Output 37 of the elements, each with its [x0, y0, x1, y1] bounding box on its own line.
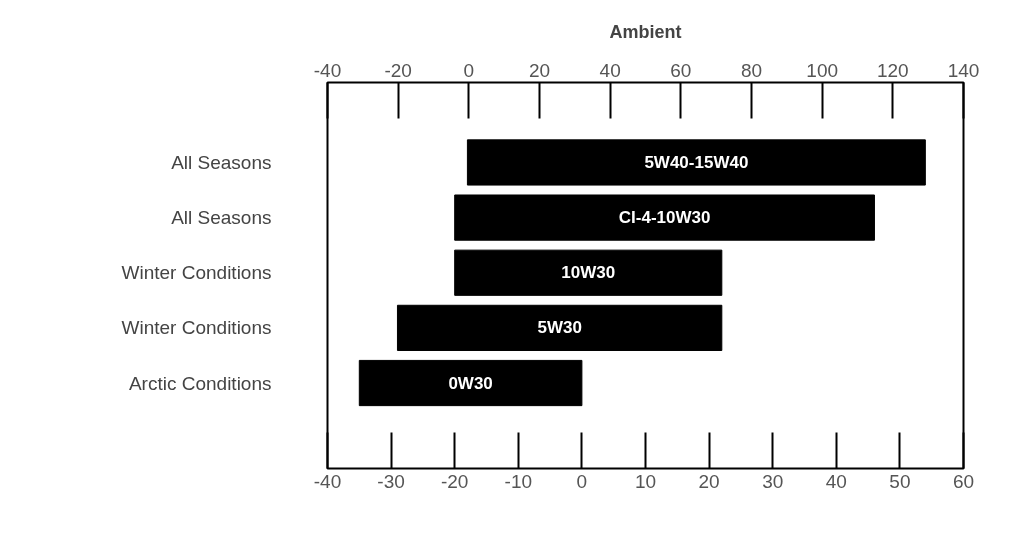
annotation: 5W30	[537, 318, 582, 338]
y-tick-label: Arctic Conditions	[128, 372, 272, 394]
annotation: 5W40-15W40	[644, 152, 749, 172]
x-tick-label: 20	[698, 470, 720, 492]
x-tick-label: 60	[952, 470, 975, 492]
x-tick-label: -10	[504, 470, 533, 492]
x-tick-label: 10	[634, 470, 657, 492]
x2-tick-label: 20	[528, 59, 551, 81]
x2-tick-label: -20	[384, 59, 412, 81]
x2-tick-label: 140	[947, 59, 980, 81]
x-tick-label: 30	[762, 470, 784, 492]
x2-tick-label: -40	[313, 59, 342, 81]
bar	[454, 249, 723, 296]
x2-tick-label: 60	[670, 59, 692, 81]
y-tick-label: Winter Conditions	[121, 262, 272, 284]
bar	[358, 359, 583, 407]
x-tick-label: -30	[377, 470, 405, 492]
annotation: CI-4-10W30	[618, 208, 711, 228]
x-tick-label: 50	[889, 470, 911, 492]
x2-tick-label: 40	[599, 59, 621, 81]
x2-tick-label: 80	[740, 59, 763, 81]
x-tick-label: -40	[313, 470, 342, 492]
x2-tick-label: 100	[806, 59, 839, 81]
bar	[454, 194, 875, 241]
annotation: 10W30	[561, 263, 616, 283]
x2-tick-label: 0	[463, 59, 475, 81]
bar	[396, 304, 723, 351]
y-tick-label: All Seasons	[171, 207, 272, 229]
chart-title: Ambient	[609, 21, 682, 42]
annotation: 0W30	[448, 373, 493, 393]
y-tick-label: All Seasons	[171, 151, 272, 173]
x-tick-label: -20	[440, 470, 469, 492]
x-tick-label: 0	[576, 470, 588, 492]
x-tick-label: 40	[825, 470, 847, 492]
bar	[466, 139, 926, 186]
x2-tick-label: 120	[876, 59, 909, 81]
y-tick-label: Winter Conditions	[121, 317, 272, 339]
